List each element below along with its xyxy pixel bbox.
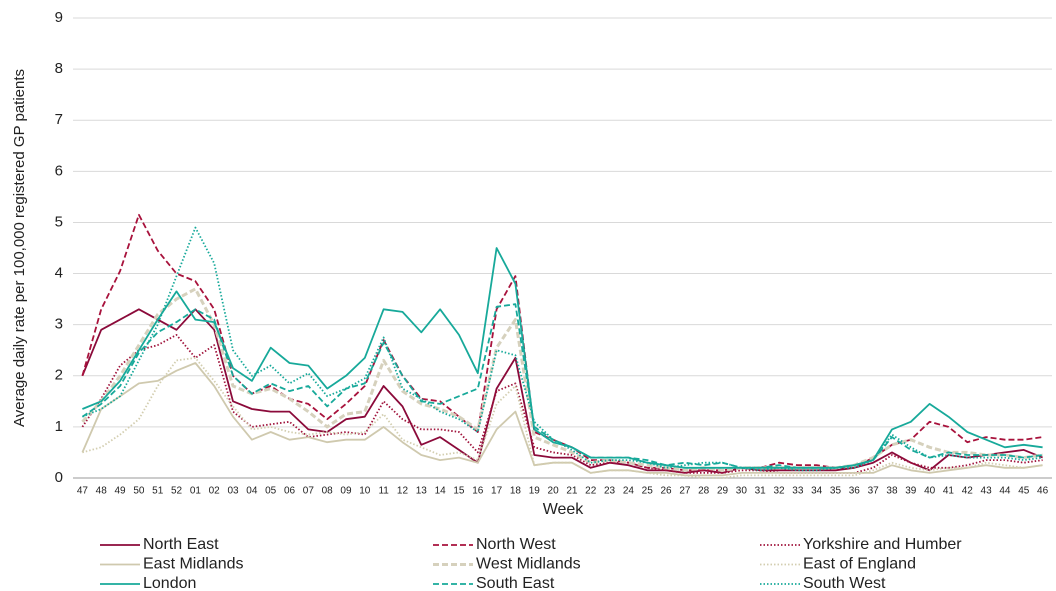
x-tick-label: 47 bbox=[77, 486, 89, 497]
y-tick-label: 2 bbox=[55, 367, 63, 384]
x-tick-label: 35 bbox=[830, 486, 842, 497]
x-tick-label: 08 bbox=[322, 486, 334, 497]
series-line bbox=[81, 213, 1043, 472]
legend-label: West Midlands bbox=[476, 556, 581, 573]
x-tick-label: 11 bbox=[378, 486, 389, 497]
x-tick-label: 04 bbox=[246, 486, 258, 497]
x-tick-label: 46 bbox=[1037, 486, 1049, 497]
x-tick-label: 38 bbox=[886, 486, 898, 497]
legend-label: East Midlands bbox=[143, 556, 244, 573]
x-tick-label: 10 bbox=[359, 486, 371, 497]
x-tick-label: 05 bbox=[265, 486, 277, 497]
x-tick-label: 15 bbox=[453, 486, 465, 497]
x-tick-label: 52 bbox=[171, 486, 183, 497]
x-tick-label: 50 bbox=[133, 486, 145, 497]
x-tick-label: 07 bbox=[303, 486, 315, 497]
series-line bbox=[81, 308, 1043, 474]
x-tick-label: 02 bbox=[209, 486, 221, 497]
y-tick-label: 8 bbox=[55, 60, 63, 77]
x-tick-label: 41 bbox=[943, 486, 955, 497]
x-tick-label: 40 bbox=[924, 486, 936, 497]
x-tick-label: 12 bbox=[397, 486, 409, 497]
series-line bbox=[81, 287, 1043, 472]
x-tick-label: 21 bbox=[566, 486, 578, 497]
x-axis-label: Week bbox=[543, 501, 585, 518]
legend-label: East of England bbox=[803, 556, 916, 573]
x-tick-label: 26 bbox=[660, 486, 672, 497]
x-tick-label: 18 bbox=[510, 486, 522, 497]
x-tick-label: 33 bbox=[792, 486, 804, 497]
x-tick-label: 30 bbox=[736, 486, 748, 497]
legend-label: South East bbox=[476, 575, 555, 591]
x-tick-label: 39 bbox=[905, 486, 917, 497]
x-tick-label: 24 bbox=[623, 486, 635, 497]
x-tick-label: 09 bbox=[340, 486, 352, 497]
x-tick-label: 17 bbox=[491, 486, 503, 497]
series-line bbox=[82, 357, 1043, 479]
x-tick-label: 45 bbox=[1018, 486, 1030, 497]
x-tick-label: 14 bbox=[435, 486, 447, 497]
x-tick-label: 42 bbox=[962, 486, 974, 497]
series-line bbox=[81, 334, 1043, 474]
x-tick-label: 06 bbox=[284, 486, 296, 497]
legend-label: London bbox=[143, 575, 196, 591]
y-tick-label: 9 bbox=[55, 9, 63, 26]
x-tick-label: 25 bbox=[642, 486, 654, 497]
x-tick-label: 22 bbox=[585, 486, 597, 497]
legend-label: South West bbox=[803, 575, 886, 591]
x-tick-label: 44 bbox=[999, 486, 1011, 497]
x-tick-label: 16 bbox=[472, 486, 484, 497]
y-tick-label: 0 bbox=[55, 469, 63, 486]
legend-label: North West bbox=[476, 536, 556, 553]
x-tick-label: 31 bbox=[755, 486, 767, 497]
x-tick-label: 20 bbox=[548, 486, 560, 497]
y-tick-label: 1 bbox=[55, 418, 63, 435]
x-tick-label: 49 bbox=[115, 486, 127, 497]
x-tick-label: 03 bbox=[227, 486, 239, 497]
y-tick-label: 4 bbox=[55, 265, 63, 282]
y-tick-label: 5 bbox=[55, 213, 63, 230]
y-axis-label: Average daily rate per 100,000 registere… bbox=[11, 69, 28, 427]
x-tick-label: 48 bbox=[96, 486, 108, 497]
x-tick-label: 13 bbox=[416, 486, 428, 497]
x-tick-label: 37 bbox=[868, 486, 880, 497]
series-line bbox=[82, 226, 1043, 472]
x-tick-label: 01 bbox=[190, 486, 202, 497]
x-tick-label: 19 bbox=[529, 486, 541, 497]
legend-label: North East bbox=[143, 536, 219, 553]
x-tick-label: 36 bbox=[849, 486, 861, 497]
x-tick-label: 51 bbox=[152, 486, 164, 497]
y-tick-label: 7 bbox=[55, 111, 63, 128]
y-tick-label: 3 bbox=[55, 316, 63, 333]
y-tick-label: 6 bbox=[55, 162, 63, 179]
x-tick-label: 34 bbox=[811, 486, 823, 497]
x-tick-label: 43 bbox=[981, 486, 993, 497]
x-tick-label: 29 bbox=[717, 486, 729, 497]
x-tick-label: 32 bbox=[773, 486, 785, 497]
x-tick-label: 28 bbox=[698, 486, 710, 497]
legend-label: Yorkshire and Humber bbox=[803, 536, 962, 553]
x-tick-label: 27 bbox=[679, 486, 691, 497]
x-tick-label: 23 bbox=[604, 486, 616, 497]
